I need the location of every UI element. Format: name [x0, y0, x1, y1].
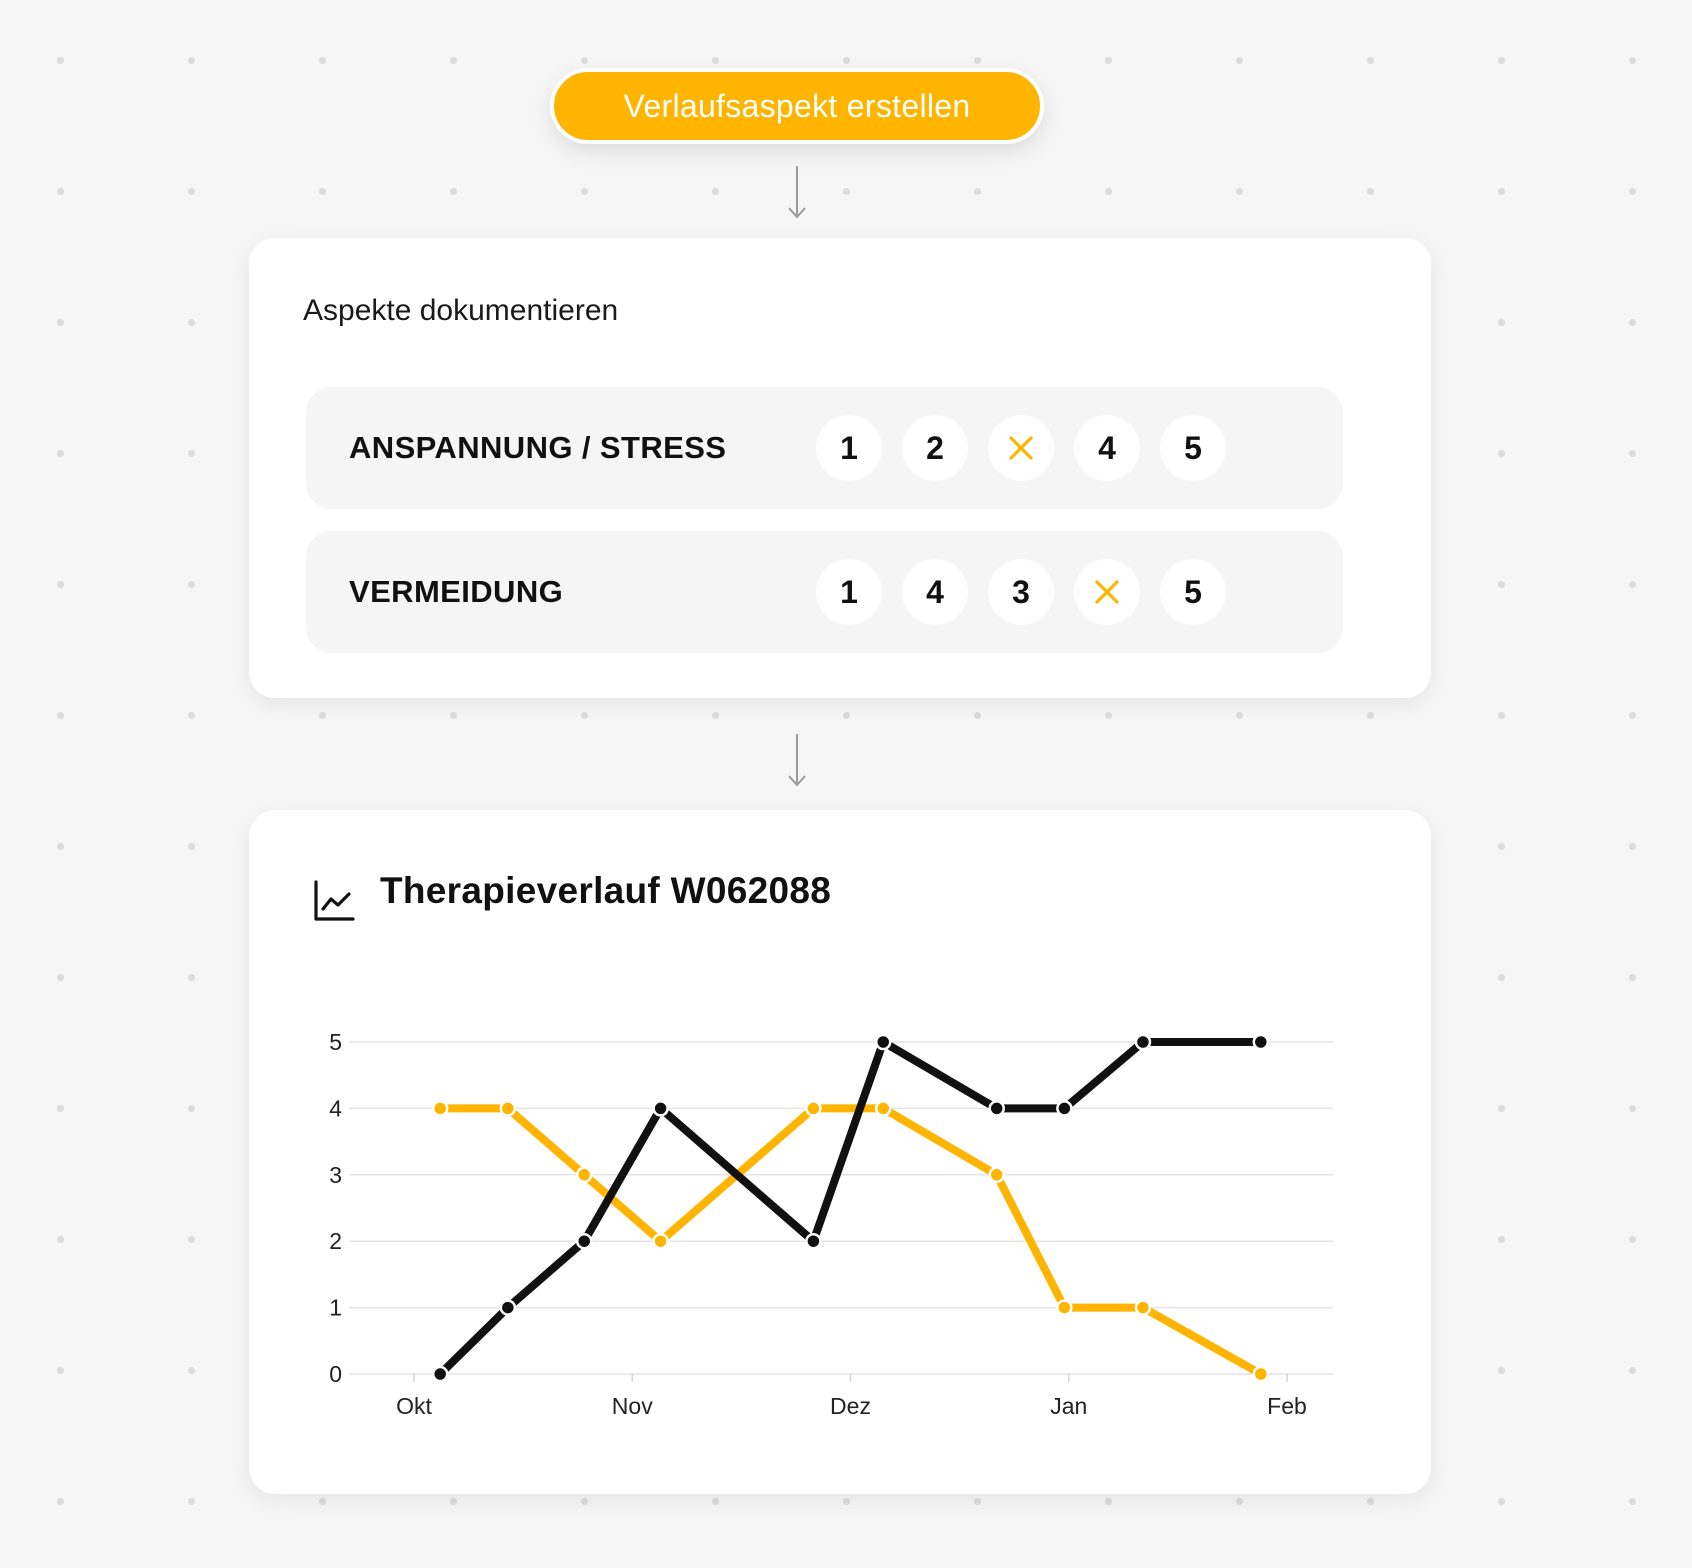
data-point-0: [988, 1166, 1005, 1184]
data-point-1: [1056, 1100, 1073, 1117]
data-point-1: [431, 1365, 449, 1383]
y-tick-label: 4: [329, 1095, 342, 1121]
aspect-row-vermeidung: VERMEIDUNG 1 4 3 5: [306, 531, 1343, 653]
series-line-1: [436, 1038, 1265, 1378]
data-point-1: [874, 1033, 892, 1051]
chart-card: Therapieverlauf W062088 0 1 2 3 4 5 Okt Nov Dez J…: [249, 810, 1431, 1494]
rating-group: 1 2 4 5: [816, 415, 1226, 481]
rating-option-3-selected[interactable]: [988, 415, 1054, 481]
y-tick-label: 1: [329, 1295, 342, 1321]
data-point-0: [1056, 1299, 1073, 1316]
y-tick-label: 2: [329, 1228, 342, 1254]
data-point-0: [1252, 1365, 1270, 1383]
arrow-down-icon: [788, 734, 806, 787]
rating-option-4[interactable]: 4: [1074, 415, 1140, 481]
aspect-label: ANSPANNUNG / STRESS: [349, 430, 727, 465]
data-point-1: [499, 1299, 517, 1316]
create-aspect-button[interactable]: Verlaufsaspekt erstellen: [550, 68, 1044, 144]
y-tick-label: 5: [329, 1029, 342, 1055]
arrow-down-icon: [788, 166, 806, 219]
data-point-0: [805, 1100, 822, 1117]
aspect-row-stress: ANSPANNUNG / STRESS 1 2 4 5: [306, 387, 1343, 509]
data-point-0: [652, 1232, 669, 1250]
data-point-1: [1134, 1033, 1152, 1051]
x-tick-label: Jan: [1050, 1393, 1087, 1419]
y-tick-label: 0: [329, 1361, 342, 1387]
rating-option-1[interactable]: 1: [816, 559, 882, 625]
x-tick-label: Dez: [830, 1393, 871, 1419]
data-point-1: [988, 1100, 1005, 1117]
data-point-0: [499, 1100, 517, 1117]
selected-x-icon: [1009, 436, 1033, 460]
aspects-title: Aspekte dokumentieren: [303, 294, 619, 327]
rating-option-4-selected[interactable]: [1074, 559, 1140, 625]
rating-option-2[interactable]: 4: [902, 559, 968, 625]
rating-option-1[interactable]: 1: [816, 415, 882, 481]
data-point-1: [575, 1232, 593, 1250]
x-tick-label: Feb: [1267, 1393, 1307, 1419]
rating-option-3[interactable]: 3: [988, 559, 1054, 625]
series-line-0: [436, 1104, 1265, 1378]
rating-option-5[interactable]: 5: [1160, 559, 1226, 625]
aspect-label: VERMEIDUNG: [349, 574, 564, 609]
data-point-0: [431, 1100, 449, 1117]
rating-group: 1 4 3 5: [816, 559, 1226, 625]
selected-x-icon: [1095, 580, 1119, 604]
x-tick-label: Okt: [396, 1393, 432, 1419]
chart-title: Therapieverlauf W062088: [380, 870, 832, 911]
line-chart: 0 1 2 3 4 5 Okt Nov Dez Jan Feb: [329, 1029, 1333, 1419]
data-point-1: [652, 1100, 669, 1117]
data-point-1: [1252, 1033, 1270, 1051]
rating-option-2[interactable]: 2: [902, 415, 968, 481]
y-tick-label: 3: [329, 1162, 342, 1188]
data-point-1: [805, 1232, 822, 1250]
data-point-0: [874, 1100, 892, 1117]
line-chart-icon: [314, 880, 355, 921]
data-point-0: [575, 1166, 593, 1184]
rating-option-5[interactable]: 5: [1160, 415, 1226, 481]
aspects-card: Aspekte dokumentieren ANSPANNUNG / STRES…: [249, 238, 1431, 698]
x-tick-label: Nov: [612, 1393, 653, 1419]
data-point-0: [1134, 1299, 1152, 1316]
